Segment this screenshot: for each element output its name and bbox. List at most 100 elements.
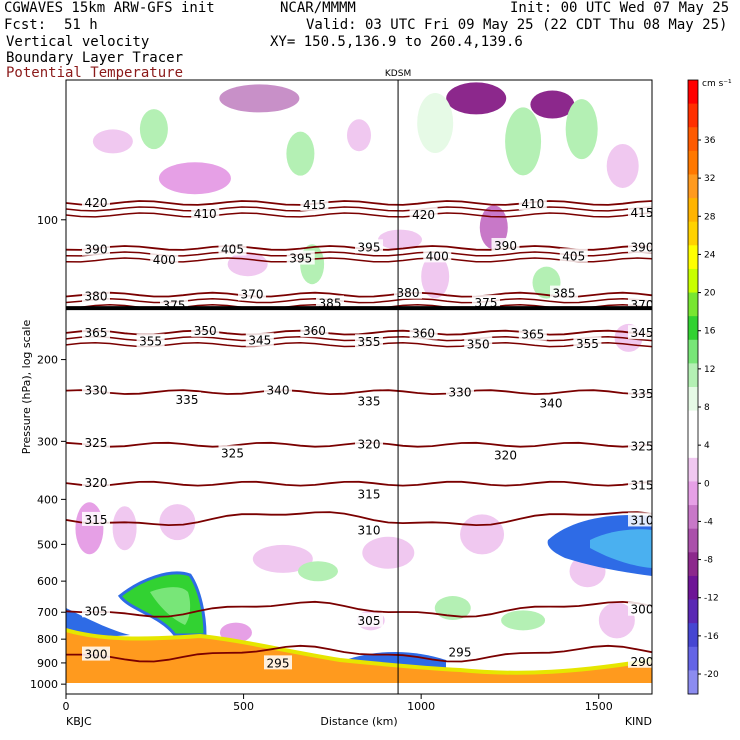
theta-label-bg: [82, 194, 110, 209]
theta-label: 355: [358, 335, 381, 349]
theta-label-bg: [628, 205, 652, 220]
colorbar-label: 36: [704, 136, 716, 146]
colorbar-swatch: [688, 575, 698, 601]
theta-label: 370: [241, 288, 264, 302]
theta-label-bg: [355, 334, 383, 349]
colorbar-swatch: [688, 316, 698, 341]
theta-label-bg: [518, 196, 547, 211]
theta-label: 410: [194, 207, 217, 221]
theta-label: 315: [631, 478, 654, 492]
forecast-hours: 51 h: [64, 17, 98, 33]
theta-label: 325: [85, 436, 108, 450]
x-tick-label: 1500: [585, 700, 613, 713]
theta-label: 315: [358, 487, 381, 501]
colorbar-swatch: [688, 103, 698, 128]
theta-label-bg: [355, 612, 383, 627]
theta-label-bg: [355, 436, 383, 451]
field-potential-temperature: Potential Temperature: [6, 65, 184, 81]
colorbar-label: 32: [704, 174, 715, 184]
theta-label: 405: [221, 243, 244, 257]
theta-label: 335: [358, 394, 381, 408]
velocity-blob-8: [158, 162, 231, 195]
station-marker-label: KDSM: [385, 69, 411, 79]
colorbar-swatch: [688, 198, 698, 223]
theta-label-bg: [409, 325, 438, 340]
theta-label-bg: [264, 382, 292, 397]
theta-label-bg: [628, 325, 652, 340]
velocity-blob-4: [505, 107, 542, 176]
y-tick-label: 800: [37, 633, 58, 646]
velocity-blob-16: [421, 254, 450, 299]
theta-label-bg: [518, 326, 547, 341]
terrain-edge: [66, 628, 652, 675]
theta-label-bg: [173, 392, 201, 407]
colorbar-swatch: [688, 646, 698, 671]
colorbar-label: -16: [704, 632, 719, 642]
theta-label: 355: [139, 335, 162, 349]
colorbar-label: 16: [704, 327, 716, 337]
colorbar-swatch: [688, 528, 698, 553]
theta-label: 335: [631, 387, 654, 401]
theta-label: 375: [163, 299, 186, 313]
colorbar-swatch: [688, 481, 698, 506]
theta-label-bg: [218, 241, 247, 256]
y-tick-label: 100: [37, 214, 58, 227]
theta-label-bg: [238, 286, 266, 301]
colorbar-label: 24: [704, 250, 716, 260]
colorbar-swatch: [688, 599, 698, 624]
theta-label-bg: [300, 323, 329, 338]
theta-line-415-sub2: [66, 212, 652, 218]
colorbar-label: 0: [704, 479, 710, 489]
theta-label: 350: [194, 324, 217, 338]
y-tick-label: 700: [37, 606, 58, 619]
colorbar-swatch: [688, 505, 698, 530]
theta-label: 300: [631, 603, 654, 617]
theta-label: 400: [153, 253, 176, 267]
velocity-blob-31: [219, 622, 252, 643]
theta-label-bg: [537, 395, 565, 410]
x-tick-label: 500: [233, 700, 254, 713]
theta-label-bg: [446, 384, 474, 399]
producer-label: NCAR/MMMM: [280, 0, 356, 16]
theta-label-bg: [82, 324, 110, 339]
theta-label-bg: [423, 248, 452, 263]
theta-label-bg: [264, 655, 292, 670]
plot-frame: [65, 79, 653, 695]
theta-label-bg: [82, 511, 110, 526]
theta-label: 360: [412, 326, 435, 340]
theta-label: 320: [494, 449, 517, 463]
theta-label: 390: [85, 243, 108, 257]
theta-label-bg: [464, 336, 493, 351]
velocity-blob-2: [530, 90, 575, 119]
init-time: Init: 00 UTC Wed 07 May 25: [510, 0, 730, 16]
theta-label-bg: [628, 386, 652, 401]
velocity-blob-9: [286, 131, 315, 176]
theta-label-bg: [286, 250, 315, 265]
cross-section-endpoints: XY= 150.5,136.9 to 260.4,139.6: [270, 34, 523, 50]
colorbar-unit: cm s⁻¹: [702, 79, 732, 89]
theta-line-415: [66, 200, 652, 206]
velocity-blob-11: [606, 143, 639, 188]
terrain-fill: [66, 628, 652, 694]
updraft-core-east: [590, 529, 652, 568]
theta-label: 385: [553, 287, 576, 301]
velocity-blob-10: [347, 119, 371, 152]
colorbar-swatch: [688, 552, 698, 577]
theta-label-bg: [628, 601, 652, 616]
y-tick-label: 1000: [30, 678, 58, 691]
theta-label-bg: [355, 486, 383, 501]
theta-label-bg: [550, 285, 578, 300]
theta-label-bg: [82, 288, 110, 303]
velocity-colorbar: cm s⁻¹ 36 32 28 24 20 16 12 8 4 0 -4 -8 -12 -16 -20: [687, 79, 732, 695]
theta-line-295: [66, 644, 652, 663]
y-tick-label: 400: [37, 493, 58, 506]
theta-label: 300: [85, 648, 108, 662]
plot-axes: KDSM 0 500 1000 1500 100 200 300 400 500 600 700 800…: [20, 69, 653, 728]
velocity-blob-5: [565, 99, 598, 160]
colorbar-label: 4: [704, 441, 710, 451]
theta-label-bg: [355, 239, 383, 254]
velocity-blob-29: [501, 610, 546, 631]
y-tick-label: 300: [37, 435, 58, 448]
theta-label-bg: [316, 295, 344, 310]
